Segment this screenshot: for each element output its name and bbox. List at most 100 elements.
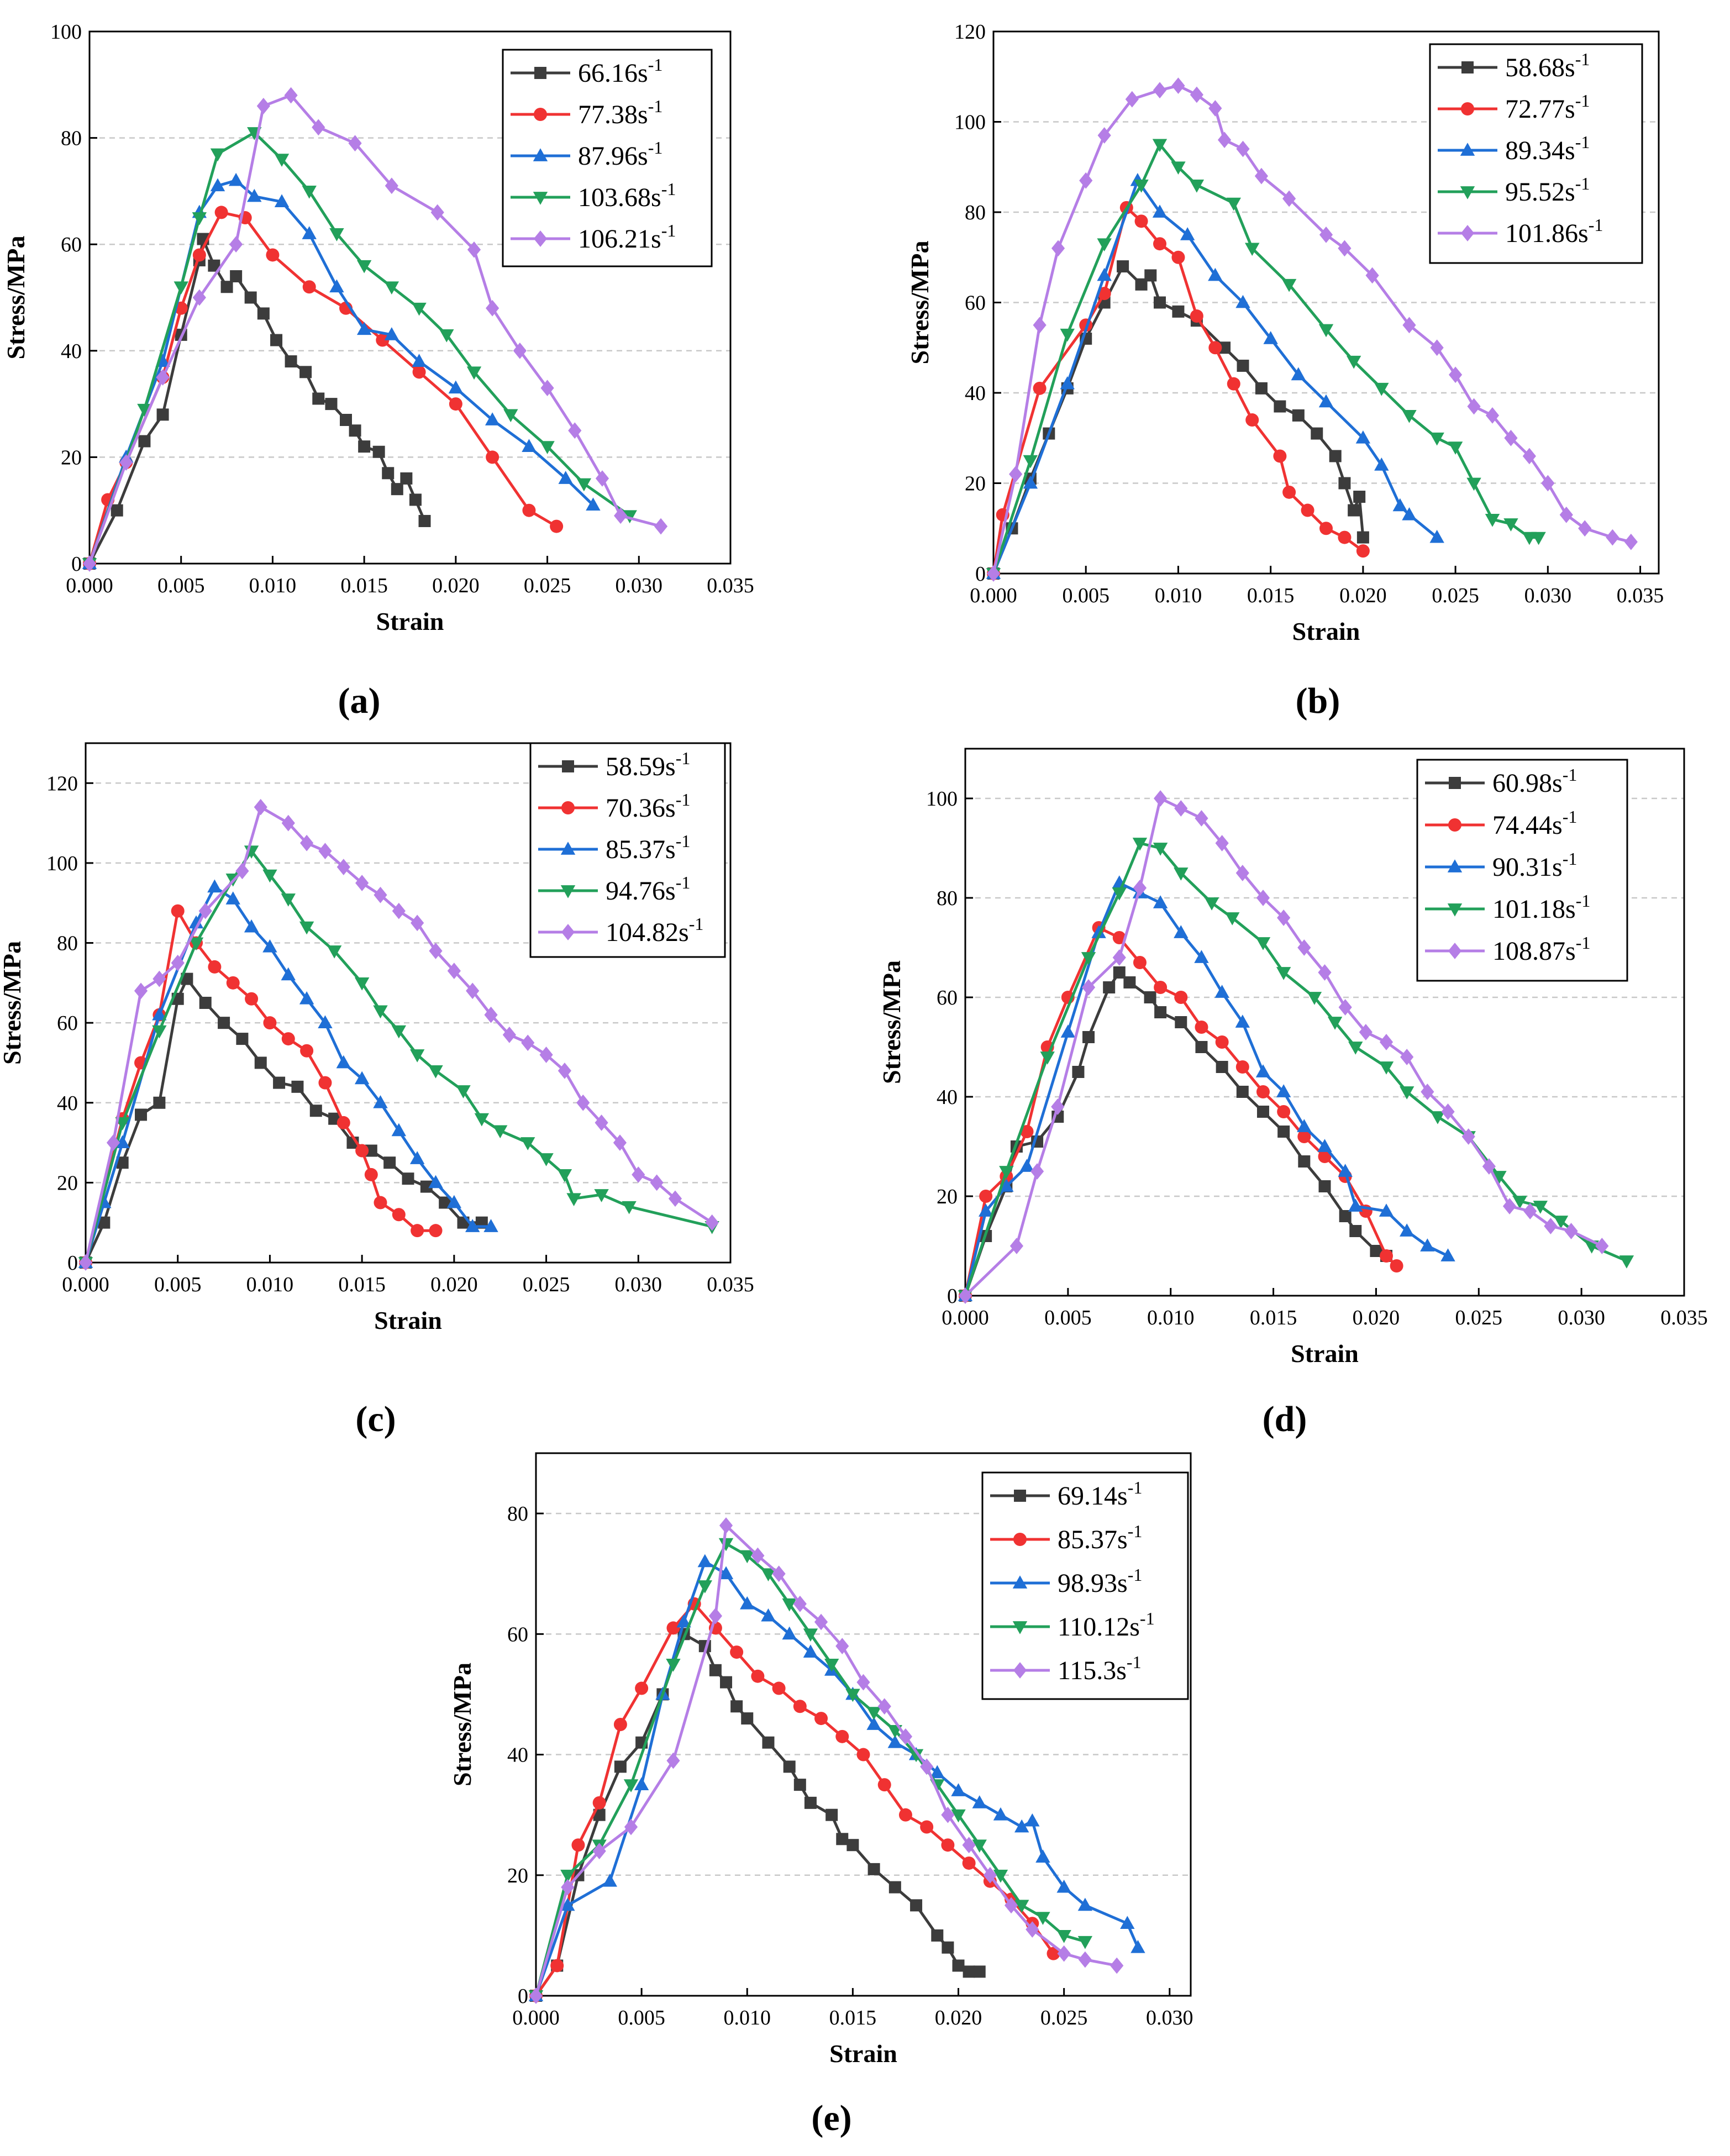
data-point	[1263, 331, 1278, 344]
data-point	[846, 1839, 859, 1852]
data-point	[1154, 790, 1168, 807]
data-point	[1072, 1066, 1085, 1078]
x-tick-label: 0.005	[1062, 584, 1109, 607]
data-point	[1359, 1024, 1373, 1040]
legend-entry: 70.36s-1	[606, 790, 690, 823]
y-tick-label: 0	[975, 562, 986, 586]
x-tick-label: 0.010	[1155, 584, 1202, 607]
data-point	[632, 1166, 645, 1183]
data-point	[409, 1151, 425, 1164]
data-point	[1399, 1223, 1415, 1237]
legend-entry-name: 90.31s	[1492, 853, 1563, 882]
data-point	[1276, 1084, 1291, 1097]
legend-swatch-marker	[1012, 1621, 1028, 1634]
y-tick-label: 80	[507, 1502, 528, 1526]
data-point	[520, 1137, 535, 1150]
data-point	[430, 204, 444, 221]
y-tick-label: 20	[937, 1185, 958, 1208]
legend-swatch-marker	[533, 148, 548, 161]
data-point	[392, 1208, 406, 1222]
legend-entry-superscript: -1	[1576, 891, 1591, 911]
data-point	[420, 1180, 433, 1193]
data-point	[1400, 1049, 1414, 1065]
data-point	[887, 1734, 903, 1748]
data-point	[836, 1833, 849, 1845]
data-point	[1216, 1061, 1228, 1073]
data-point	[356, 322, 372, 335]
legend-entry-superscript: -1	[661, 220, 676, 240]
data-point	[1273, 449, 1287, 463]
data-point	[198, 902, 212, 919]
data-point	[558, 1063, 572, 1079]
data-point	[1485, 514, 1500, 527]
data-point	[1079, 172, 1093, 189]
x-tick-label: 0.025	[1040, 2006, 1088, 2029]
legend-swatch-marker	[533, 230, 548, 247]
data-point	[266, 248, 280, 262]
data-point	[1235, 1014, 1250, 1028]
data-point	[1236, 140, 1250, 157]
data-point	[354, 1071, 370, 1085]
data-point	[772, 1681, 786, 1695]
data-point	[613, 1718, 627, 1731]
legend-entry-name: 115.3s	[1058, 1656, 1127, 1685]
legend-swatch-marker	[1012, 1575, 1028, 1589]
data-point	[1195, 1021, 1208, 1034]
series-4	[958, 790, 1609, 1304]
data-point	[1097, 238, 1112, 251]
y-tick-label: 40	[61, 340, 82, 363]
legend-entry: 77.38s-1	[578, 96, 662, 129]
data-point	[972, 1795, 987, 1808]
data-point	[709, 1664, 722, 1676]
data-point	[1523, 1203, 1537, 1219]
data-point	[1208, 267, 1223, 281]
data-point	[705, 1214, 719, 1231]
data-point	[1541, 475, 1555, 492]
data-point	[412, 354, 427, 367]
data-point	[560, 1897, 575, 1911]
chart-panel-2: 0.000 0.005 0.010 0.015 0.020 0.025 0.030 0.035…	[0, 742, 754, 1439]
data-point	[877, 1778, 891, 1792]
data-point	[1227, 377, 1240, 391]
data-point	[986, 565, 1001, 582]
y-tick-label: 0	[947, 1285, 958, 1308]
legend-entry: 90.31s-1	[1492, 849, 1577, 882]
data-point	[281, 893, 296, 907]
x-tick-label: 0.010	[249, 574, 297, 597]
data-point	[522, 439, 537, 453]
legend: 58.68s-172.77s-189.34s-195.52s-1101.86s-…	[1429, 43, 1643, 264]
data-point	[449, 397, 462, 411]
data-point	[486, 450, 499, 464]
legend-swatch-marker	[1460, 186, 1475, 199]
legend-swatch-marker	[1460, 225, 1475, 241]
legend-entry-superscript: -1	[689, 914, 704, 934]
legend-entry-superscript: -1	[648, 138, 663, 157]
legend-entry-superscript: -1	[676, 790, 691, 809]
data-point	[483, 1219, 498, 1232]
data-point	[1355, 430, 1371, 444]
data-point	[300, 834, 314, 851]
data-point	[245, 992, 259, 1006]
data-point	[513, 342, 527, 359]
data-point	[1236, 1086, 1249, 1098]
data-point	[1174, 925, 1189, 938]
data-point	[910, 1899, 923, 1912]
legend: 58.59s-170.36s-185.37s-194.76s-1104.82s-…	[529, 742, 726, 958]
data-point	[1297, 939, 1311, 956]
data-point	[1245, 413, 1259, 427]
data-point	[793, 1595, 807, 1612]
x-tick-label: 0.010	[246, 1273, 294, 1296]
data-point	[329, 279, 344, 293]
data-point	[877, 1698, 891, 1715]
data-point	[566, 1193, 581, 1207]
data-point	[560, 1869, 575, 1883]
legend: 60.98s-174.44s-190.31s-1101.18s-1108.87s…	[1416, 759, 1628, 982]
data-point	[384, 327, 399, 340]
data-point	[1174, 867, 1189, 881]
legend-swatch-marker	[560, 842, 576, 855]
data-point	[1180, 227, 1195, 240]
data-point	[439, 1196, 451, 1209]
data-point	[256, 97, 270, 114]
data-point	[1020, 1125, 1034, 1138]
legend-entry: 66.16s-1	[578, 55, 662, 88]
